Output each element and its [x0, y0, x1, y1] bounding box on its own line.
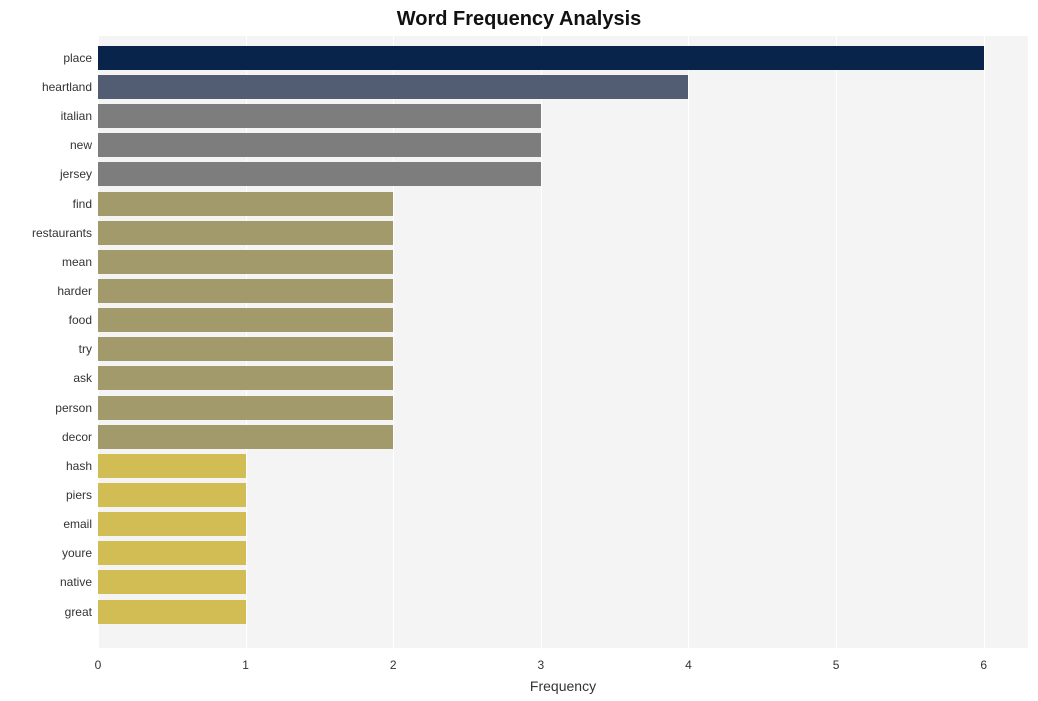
- bar: [98, 600, 246, 624]
- y-tick-label: youre: [62, 546, 92, 560]
- bar: [98, 425, 393, 449]
- y-tick-label: harder: [57, 284, 92, 298]
- y-tick-label: jersey: [60, 167, 92, 181]
- y-tick-label: person: [55, 401, 92, 415]
- y-tick-label: ask: [73, 371, 92, 385]
- y-tick-label: email: [63, 517, 92, 531]
- gridline: [836, 36, 837, 648]
- x-axis-label: Frequency: [98, 678, 1028, 694]
- bar: [98, 192, 393, 216]
- y-tick-label: food: [69, 313, 92, 327]
- bar: [98, 570, 246, 594]
- y-tick-label: great: [65, 605, 92, 619]
- bar: [98, 366, 393, 390]
- bar: [98, 104, 541, 128]
- bar: [98, 541, 246, 565]
- y-tick-label: piers: [66, 488, 92, 502]
- y-tick-label: decor: [62, 430, 92, 444]
- gridline: [541, 36, 542, 648]
- word-frequency-chart: Word Frequency Analysis Frequency place h…: [0, 0, 1038, 701]
- y-tick-label: hash: [66, 459, 92, 473]
- chart-title: Word Frequency Analysis: [0, 8, 1038, 31]
- x-tick-label: 2: [373, 658, 413, 672]
- plot-area: [98, 36, 1028, 648]
- y-tick-label: heartland: [42, 80, 92, 94]
- x-tick-label: 3: [521, 658, 561, 672]
- x-tick-label: 4: [668, 658, 708, 672]
- bar: [98, 396, 393, 420]
- bar: [98, 454, 246, 478]
- y-tick-label: native: [60, 575, 92, 589]
- bar: [98, 483, 246, 507]
- y-tick-label: restaurants: [32, 226, 92, 240]
- y-tick-label: find: [73, 197, 92, 211]
- gridline: [688, 36, 689, 648]
- y-tick-label: new: [70, 138, 92, 152]
- bar: [98, 279, 393, 303]
- y-tick-label: try: [79, 342, 92, 356]
- y-tick-label: mean: [62, 255, 92, 269]
- bar: [98, 221, 393, 245]
- x-tick-label: 1: [226, 658, 266, 672]
- bar: [98, 162, 541, 186]
- x-tick-label: 6: [964, 658, 1004, 672]
- gridline: [984, 36, 985, 648]
- bar: [98, 337, 393, 361]
- y-tick-label: italian: [61, 109, 92, 123]
- y-tick-label: place: [63, 51, 92, 65]
- bar: [98, 75, 688, 99]
- bar: [98, 250, 393, 274]
- x-tick-label: 5: [816, 658, 856, 672]
- bar: [98, 512, 246, 536]
- x-tick-label: 0: [78, 658, 118, 672]
- bar: [98, 133, 541, 157]
- bar: [98, 46, 984, 70]
- bar: [98, 308, 393, 332]
